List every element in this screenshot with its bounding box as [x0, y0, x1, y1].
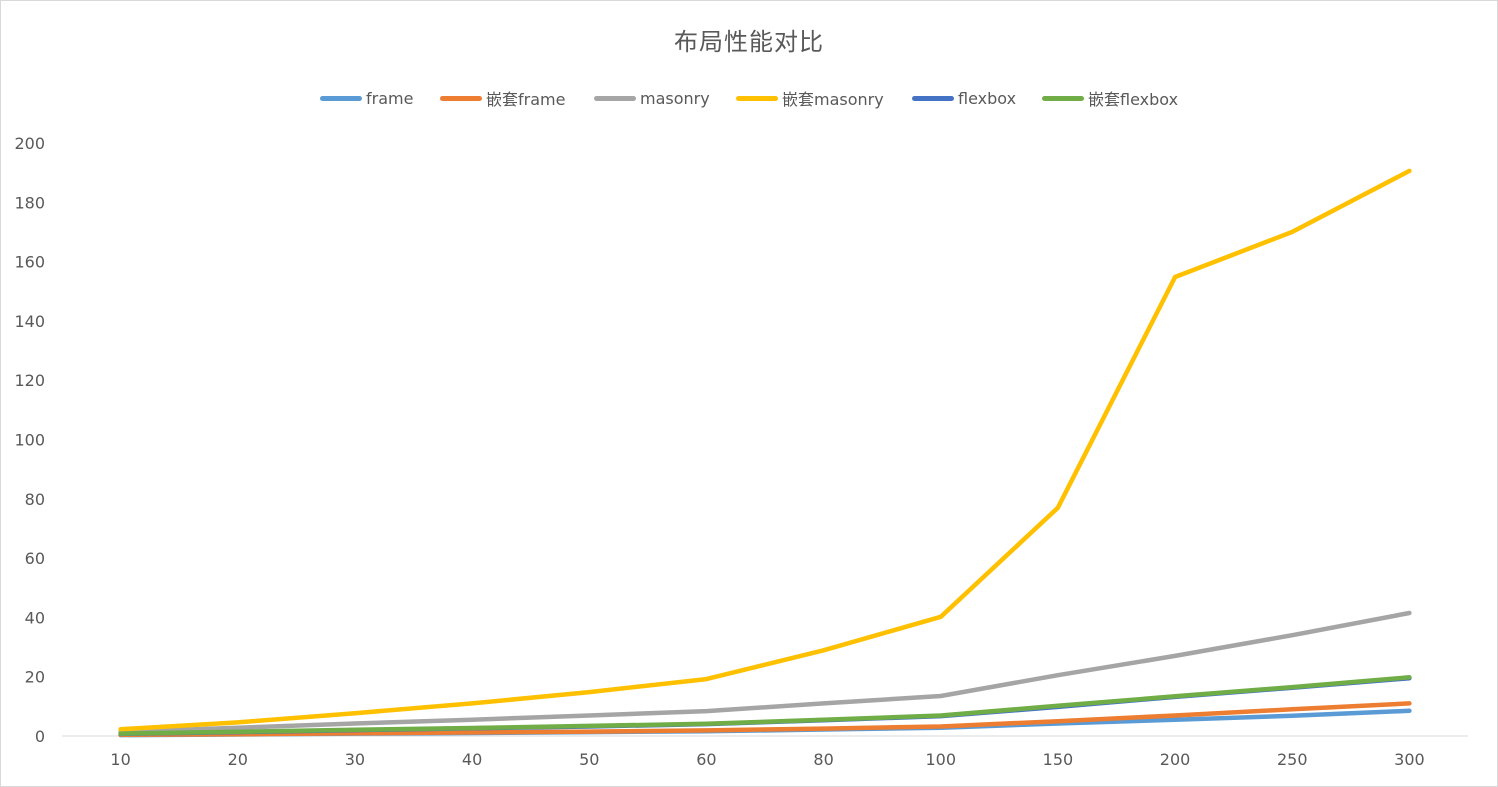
- legend-swatch-nested-frame: [440, 95, 482, 101]
- legend-item-nested-frame: 嵌套frame: [440, 86, 565, 110]
- legend-label-nested-flexbox: 嵌套flexbox: [1088, 90, 1179, 109]
- legend-item-frame: frame: [320, 86, 413, 110]
- x-tick-label: 60: [696, 750, 716, 769]
- y-tick-label: 20: [25, 668, 45, 687]
- x-tick-label: 10: [110, 750, 130, 769]
- series-lines: [118, 168, 1412, 738]
- y-tick-label: 100: [14, 431, 45, 450]
- x-tick-label: 150: [1043, 750, 1074, 769]
- x-axis-ticks: 10 20 30 40 50 60 80 100 150 200 250 300: [110, 750, 1424, 769]
- x-tick-label: 30: [345, 750, 365, 769]
- x-tick-label: 80: [813, 750, 833, 769]
- chart-title: 布局性能对比: [674, 28, 824, 56]
- y-tick-label: 200: [14, 134, 45, 153]
- legend-swatch-frame: [320, 95, 362, 101]
- legend-label-nested-frame: 嵌套frame: [486, 90, 566, 109]
- series-line-2: [118, 610, 1412, 735]
- legend: frame 嵌套frame masonry 嵌套masonry flexbox …: [0, 86, 1498, 110]
- y-tick-label: 60: [25, 549, 45, 568]
- x-tick-label: 100: [925, 750, 956, 769]
- x-tick-label: 20: [228, 750, 248, 769]
- y-tick-label: 120: [14, 371, 45, 390]
- x-tick-label: 50: [579, 750, 599, 769]
- y-tick-label: 180: [14, 193, 45, 212]
- legend-swatch-flexbox: [912, 95, 954, 101]
- y-tick-label: 40: [25, 608, 45, 627]
- legend-item-masonry: masonry: [594, 86, 710, 110]
- series-line-1: [118, 701, 1412, 738]
- legend-swatch-nested-flexbox: [1042, 95, 1084, 101]
- legend-item-nested-masonry: 嵌套masonry: [736, 86, 884, 110]
- legend-label-masonry: masonry: [640, 88, 710, 108]
- series-line-5: [118, 675, 1412, 736]
- y-axis-ticks: 0 20 40 60 80 100 120 140 160 180 200: [14, 134, 45, 746]
- series-line-3: [118, 168, 1412, 732]
- legend-swatch-masonry: [594, 95, 636, 101]
- y-tick-label: 0: [35, 727, 45, 746]
- x-tick-label: 200: [1160, 750, 1191, 769]
- y-tick-label: 140: [14, 312, 45, 331]
- x-tick-label: 300: [1394, 750, 1425, 769]
- legend-item-flexbox: flexbox: [912, 86, 1016, 110]
- y-tick-label: 160: [14, 253, 45, 272]
- y-tick-label: 80: [25, 490, 45, 509]
- x-tick-label: 250: [1277, 750, 1308, 769]
- x-tick-label: 40: [462, 750, 482, 769]
- legend-label-flexbox: flexbox: [958, 88, 1017, 108]
- legend-label-nested-masonry: 嵌套masonry: [782, 90, 884, 109]
- legend-label-frame: frame: [366, 88, 414, 108]
- legend-item-nested-flexbox: 嵌套flexbox: [1042, 86, 1178, 110]
- legend-swatch-nested-masonry: [736, 95, 778, 101]
